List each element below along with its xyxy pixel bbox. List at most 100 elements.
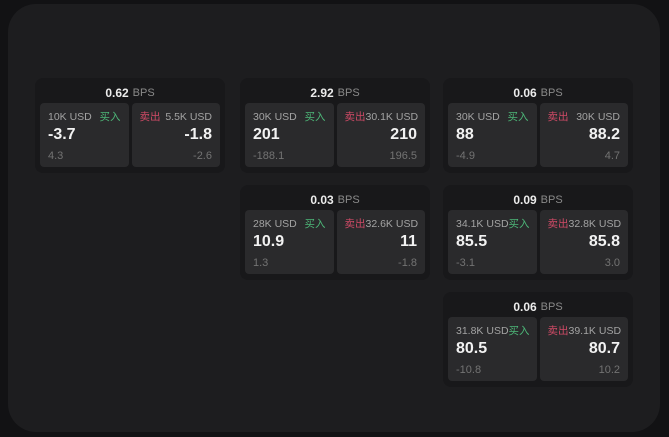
quote-card: 2.92 BPS 30K USD 买入 201 -188.1 卖出 30.1K … xyxy=(240,78,430,173)
spread-bps-unit: BPS xyxy=(540,194,563,206)
buy-quote-panel[interactable]: 31.8K USD 买入 80.5 -10.8 xyxy=(448,317,537,381)
sell-price: -1.8 xyxy=(184,126,212,143)
spread-header: 0.62 BPS xyxy=(40,83,220,103)
sell-quote-top: 卖出 32.6K USD xyxy=(344,216,419,231)
buy-delta: 1.3 xyxy=(253,257,269,269)
spread-header: 0.06 BPS xyxy=(448,297,628,317)
sell-price: 80.7 xyxy=(588,340,620,357)
buy-delta: -188.1 xyxy=(253,150,285,162)
sell-quote-top: 卖出 5.5K USD xyxy=(140,109,213,124)
sell-quote-top: 卖出 30K USD xyxy=(548,109,621,124)
sell-amount-label: 30.1K USD xyxy=(365,110,419,123)
quote-card: 0.06 BPS 30K USD 买入 88 -4.9 卖出 30K USD xyxy=(443,78,633,173)
sell-delta: 3.0 xyxy=(604,257,620,269)
sell-quote-panel[interactable]: 卖出 30.1K USD 210 196.5 xyxy=(336,103,425,167)
buy-side-label: 买入 xyxy=(508,325,530,337)
buy-price: 10.9 xyxy=(253,233,285,250)
sell-price: 11 xyxy=(400,233,417,250)
buy-price: 88 xyxy=(456,126,474,143)
spread-header: 0.03 BPS xyxy=(245,190,425,210)
spread-header: 2.92 BPS xyxy=(245,83,425,103)
buy-delta: -10.8 xyxy=(456,364,482,376)
buy-quote-top: 10K USD 买入 xyxy=(48,109,121,124)
sell-quote-panel[interactable]: 卖出 32.8K USD 85.8 3.0 xyxy=(539,210,628,274)
buy-amount-label: 30K USD xyxy=(253,110,297,123)
sell-quote-panel[interactable]: 卖出 32.6K USD 11 -1.8 xyxy=(336,210,425,274)
sell-quote-top: 卖出 32.8K USD xyxy=(547,216,622,231)
buy-quote-panel[interactable]: 28K USD 买入 10.9 1.3 xyxy=(245,210,334,274)
sell-delta: -1.8 xyxy=(398,257,417,269)
sell-quote-panel[interactable]: 卖出 30K USD 88.2 4.7 xyxy=(539,103,628,167)
spread-bps-value: 0.03 xyxy=(310,193,334,207)
buy-amount-label: 31.8K USD xyxy=(456,324,509,337)
buy-side-label: 买入 xyxy=(304,111,326,123)
spread-bps-value: 0.09 xyxy=(513,193,537,207)
buy-quote-top: 34.1K USD 买入 xyxy=(456,216,530,231)
sell-side-label: 卖出 xyxy=(547,111,569,123)
sell-amount-label: 39.1K USD xyxy=(568,324,622,337)
buy-delta: -3.1 xyxy=(456,257,475,269)
buy-price: -3.7 xyxy=(48,126,76,143)
sell-side-label: 卖出 xyxy=(344,111,366,123)
buy-side-label: 买入 xyxy=(507,111,529,123)
buy-side-label: 买入 xyxy=(99,111,121,123)
sell-amount-label: 30K USD xyxy=(576,110,620,123)
buy-amount-label: 34.1K USD xyxy=(456,217,509,230)
sell-quote-top: 卖出 39.1K USD xyxy=(547,323,622,338)
sell-price: 210 xyxy=(390,126,417,143)
buy-delta: 4.3 xyxy=(48,150,64,162)
spread-bps-value: 0.62 xyxy=(105,86,129,100)
buy-quote-top: 30K USD 买入 xyxy=(253,109,326,124)
buy-price: 85.5 xyxy=(456,233,488,250)
spread-bps-unit: BPS xyxy=(540,87,563,99)
spread-bps-unit: BPS xyxy=(132,87,155,99)
buy-price: 80.5 xyxy=(456,340,488,357)
buy-quote-panel[interactable]: 10K USD 买入 -3.7 4.3 xyxy=(40,103,129,167)
quote-body: 28K USD 买入 10.9 1.3 卖出 32.6K USD 11 -1.8 xyxy=(245,210,425,274)
sell-amount-label: 5.5K USD xyxy=(165,110,212,123)
quote-card: 0.09 BPS 34.1K USD 买入 85.5 -3.1 卖出 32.8K… xyxy=(443,185,633,280)
sell-side-label: 卖出 xyxy=(139,111,161,123)
spread-bps-value: 2.92 xyxy=(310,86,334,100)
sell-side-label: 卖出 xyxy=(547,218,569,230)
quote-card: 0.62 BPS 10K USD 买入 -3.7 4.3 卖出 5.5K USD xyxy=(35,78,225,173)
buy-amount-label: 28K USD xyxy=(253,217,297,230)
quote-body: 30K USD 买入 88 -4.9 卖出 30K USD 88.2 4.7 xyxy=(448,103,628,167)
quote-body: 34.1K USD 买入 85.5 -3.1 卖出 32.8K USD 85.8… xyxy=(448,210,628,274)
buy-side-label: 买入 xyxy=(304,218,326,230)
sell-quote-panel[interactable]: 卖出 39.1K USD 80.7 10.2 xyxy=(539,317,628,381)
spread-bps-unit: BPS xyxy=(337,194,360,206)
sell-delta: 4.7 xyxy=(604,150,620,162)
sell-side-label: 卖出 xyxy=(547,325,569,337)
sell-price: 88.2 xyxy=(588,126,620,143)
quote-body: 30K USD 买入 201 -188.1 卖出 30.1K USD 210 1… xyxy=(245,103,425,167)
buy-quote-panel[interactable]: 30K USD 买入 88 -4.9 xyxy=(448,103,537,167)
buy-quote-top: 31.8K USD 买入 xyxy=(456,323,530,338)
buy-amount-label: 30K USD xyxy=(456,110,500,123)
buy-quote-top: 30K USD 买入 xyxy=(456,109,529,124)
spread-bps-value: 0.06 xyxy=(513,300,537,314)
quote-card: 0.06 BPS 31.8K USD 买入 80.5 -10.8 卖出 39.1… xyxy=(443,292,633,387)
buy-price: 201 xyxy=(253,126,280,143)
buy-side-label: 买入 xyxy=(508,218,530,230)
sell-amount-label: 32.6K USD xyxy=(365,217,419,230)
buy-amount-label: 10K USD xyxy=(48,110,92,123)
buy-quote-panel[interactable]: 34.1K USD 买入 85.5 -3.1 xyxy=(448,210,537,274)
sell-quote-panel[interactable]: 卖出 5.5K USD -1.8 -2.6 xyxy=(131,103,220,167)
sell-side-label: 卖出 xyxy=(344,218,366,230)
sell-delta: 10.2 xyxy=(598,364,620,376)
buy-quote-top: 28K USD 买入 xyxy=(253,216,326,231)
spread-header: 0.06 BPS xyxy=(448,83,628,103)
sell-price: 85.8 xyxy=(588,233,620,250)
quote-card: 0.03 BPS 28K USD 买入 10.9 1.3 卖出 32.6K US… xyxy=(240,185,430,280)
buy-delta: -4.9 xyxy=(456,150,475,162)
quote-body: 31.8K USD 买入 80.5 -10.8 卖出 39.1K USD 80.… xyxy=(448,317,628,381)
buy-quote-panel[interactable]: 30K USD 买入 201 -188.1 xyxy=(245,103,334,167)
sell-quote-top: 卖出 30.1K USD xyxy=(344,109,419,124)
spread-bps-value: 0.06 xyxy=(513,86,537,100)
main-panel: 0.62 BPS 10K USD 买入 -3.7 4.3 卖出 5.5K USD xyxy=(8,4,660,432)
spread-bps-unit: BPS xyxy=(337,87,360,99)
sell-amount-label: 32.8K USD xyxy=(568,217,622,230)
spread-bps-unit: BPS xyxy=(540,301,563,313)
